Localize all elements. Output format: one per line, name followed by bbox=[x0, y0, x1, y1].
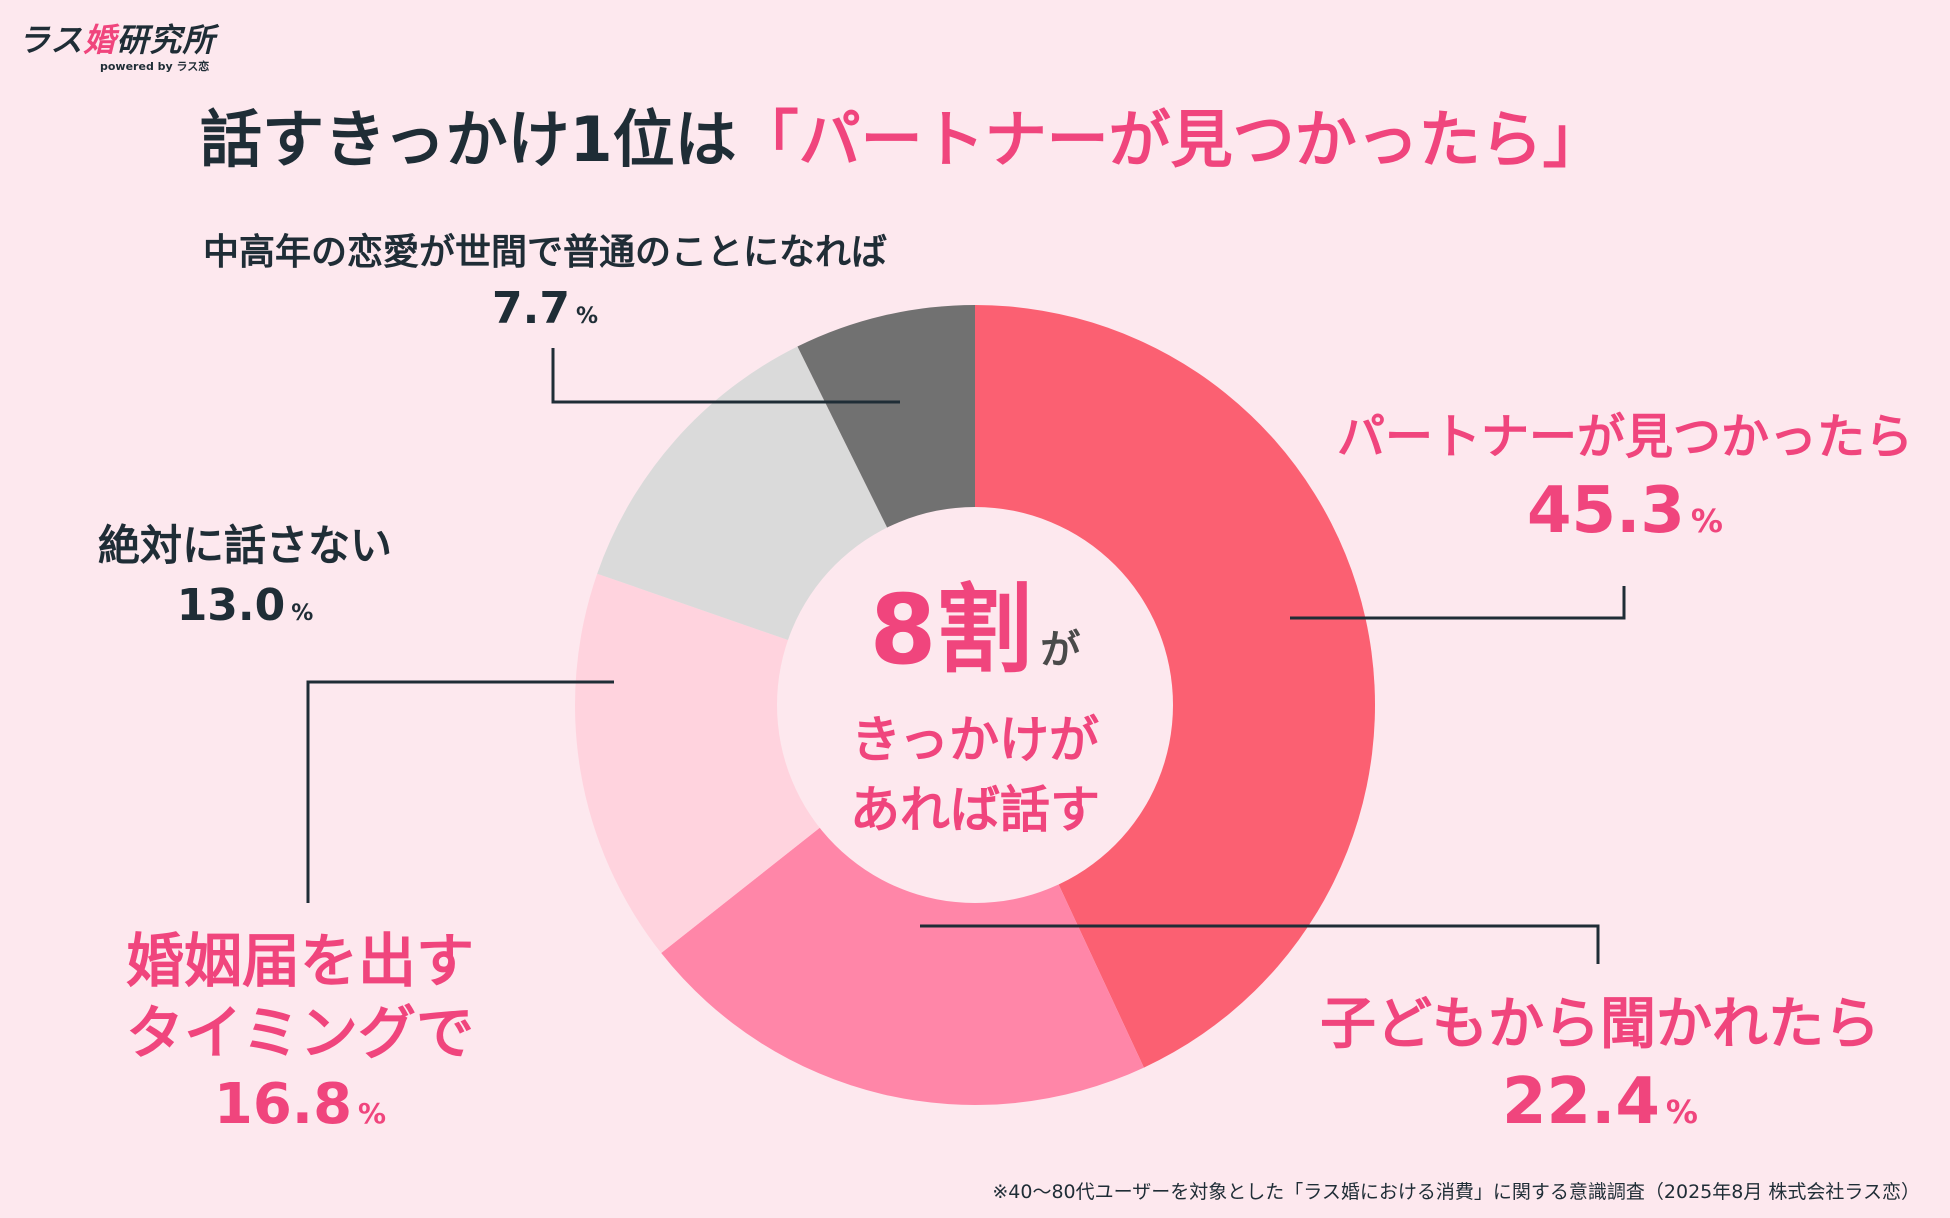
leader-society bbox=[551, 348, 900, 404]
slice-marriage bbox=[575, 573, 975, 954]
slice-unit-never: % bbox=[291, 601, 314, 626]
slice-value-society: 7.7 bbox=[492, 283, 570, 334]
slice-name-marriage-1: 婚姻届を出す bbox=[125, 927, 474, 995]
slice-label-children: 子どもから聞かれたら 22.4% bbox=[1300, 990, 1900, 1154]
center-line-1: きっかけが bbox=[851, 711, 1099, 769]
leader-marriage bbox=[306, 680, 614, 903]
slice-name-society: 中高年の恋愛が世間で普通のことになれば bbox=[202, 232, 887, 273]
slice-unit-partner: % bbox=[1690, 502, 1723, 540]
slice-name-children: 子どもから聞かれたら bbox=[1320, 992, 1880, 1057]
leader-partner bbox=[1290, 586, 1626, 620]
slice-name-marriage-2: タイミングで bbox=[125, 999, 474, 1067]
slice-value-children: 22.4 bbox=[1502, 1065, 1660, 1139]
slice-value-partner: 45.3 bbox=[1527, 474, 1685, 548]
slice-name-never: 絶対に話さない bbox=[97, 521, 392, 570]
slice-name-partner: パートナーが見つかったら bbox=[1336, 409, 1913, 465]
headline: 話すきっかけ1位は「パートナーが見つかったら」 bbox=[200, 100, 1605, 180]
slice-partner bbox=[975, 305, 1376, 1068]
slice-label-partner: パートナーが見つかったら 45.3% bbox=[1305, 405, 1945, 563]
slice-label-never: 絶対に話さない 13.0% bbox=[55, 518, 435, 646]
center-line-2: あれば話す bbox=[850, 781, 1100, 839]
leader-children bbox=[920, 924, 1600, 964]
center-label: 8割が きっかけが あれば話す bbox=[785, 575, 1165, 845]
slice-label-society: 中高年の恋愛が世間で普通のことになれば 7.7% bbox=[180, 228, 910, 348]
slice-unit-marriage: % bbox=[358, 1097, 387, 1130]
logo-tagline: powered by ラス恋 bbox=[100, 60, 210, 73]
slice-unit-children: % bbox=[1665, 1093, 1698, 1131]
logo: ラス婚研究所 powered by ラス恋 bbox=[18, 20, 318, 74]
footnote: ※40〜80代ユーザーを対象とした「ラス婚における消費」に関する意識調査（202… bbox=[992, 1181, 1920, 1203]
slice-value-never: 13.0 bbox=[176, 580, 286, 631]
slice-label-marriage: 婚姻届を出す タイミングで 16.8% bbox=[100, 925, 500, 1150]
slice-unit-society: % bbox=[575, 304, 598, 329]
slice-value-marriage: 16.8 bbox=[213, 1072, 353, 1137]
slice-children bbox=[661, 705, 1144, 1106]
headline-accent: 「パートナーが見つかったら」 bbox=[736, 103, 1605, 176]
headline-lead: 話すきっかけ1位は bbox=[200, 103, 737, 176]
center-figure: 8割 bbox=[869, 574, 1033, 686]
center-particle: が bbox=[1040, 627, 1081, 673]
donut-hole bbox=[777, 507, 1173, 903]
leader-lines bbox=[306, 348, 1626, 964]
logo-wordmark: ラス婚研究所 bbox=[18, 21, 216, 59]
